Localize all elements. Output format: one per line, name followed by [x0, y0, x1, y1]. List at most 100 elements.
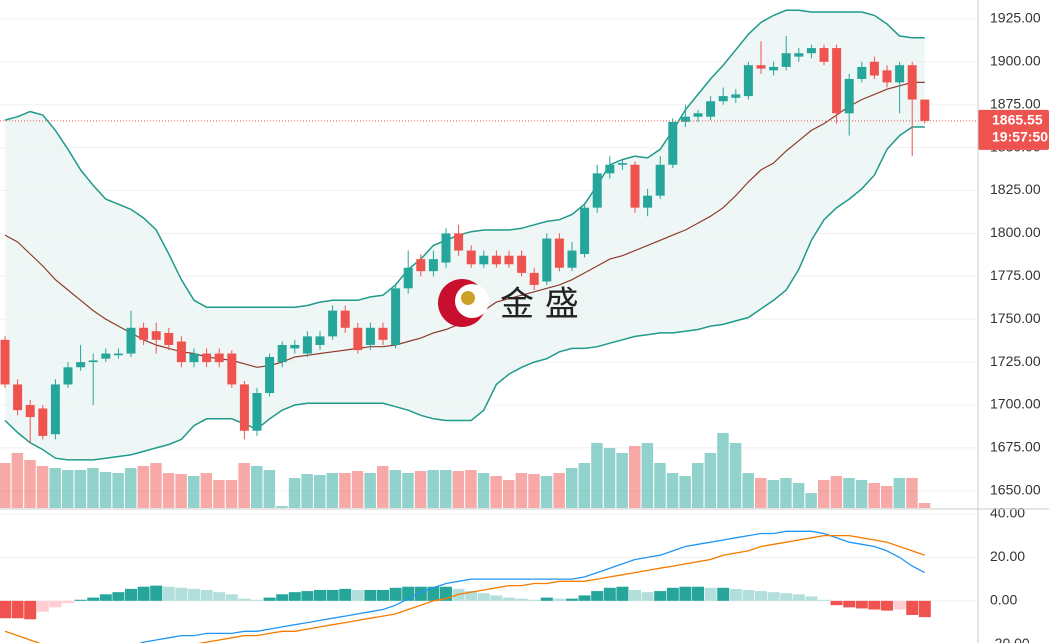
candle-body [542, 238, 552, 282]
candle-body [819, 48, 829, 62]
volume-bar [767, 480, 780, 508]
y-tick-label: 1750.00 [990, 310, 1041, 326]
volume-bar [704, 453, 717, 508]
candle-body [718, 96, 728, 102]
histogram-bar [704, 587, 717, 601]
y-tick-label: 1925.00 [990, 10, 1041, 26]
histogram-bar [414, 586, 427, 601]
watermark: 金 盛 [438, 279, 579, 327]
candle-body [302, 336, 312, 354]
histogram-bar [591, 591, 604, 601]
candle-body [176, 341, 186, 363]
histogram-bar [137, 586, 150, 601]
volume-bar [339, 473, 351, 508]
volume-bar [603, 448, 616, 508]
candle-body [441, 233, 451, 263]
volume-bar [540, 476, 553, 508]
histogram-bar [99, 594, 112, 601]
histogram-bar [477, 593, 490, 601]
candle-body [479, 255, 489, 265]
candle-body [617, 163, 627, 165]
histogram-bar [389, 587, 402, 601]
candle-body [328, 310, 338, 337]
candle-body [680, 116, 690, 122]
histogram-bar [351, 589, 364, 601]
candle-body [113, 353, 123, 356]
histogram-bar [906, 600, 919, 615]
histogram-bar [767, 592, 780, 601]
candle-body [554, 238, 564, 268]
histogram-bar [742, 589, 755, 601]
candle-body [693, 113, 703, 117]
histogram-bar [377, 589, 389, 601]
candle-body [756, 65, 766, 69]
candle-body [391, 288, 401, 345]
volume-bar [188, 476, 200, 508]
volume-bar [427, 470, 439, 508]
candle-body [769, 66, 779, 71]
axis: 1650.00 1675.00 1700.00 1725.00 1750.00 1775.… [978, 10, 1049, 643]
histogram-bar [780, 593, 793, 601]
candle-body [491, 255, 501, 265]
histogram-bar [314, 589, 326, 601]
y-tick-label: 20.00 [990, 548, 1025, 564]
candle-body [895, 65, 905, 83]
volume-bar [162, 473, 175, 508]
volume-bar [855, 480, 868, 508]
candle-body [164, 332, 174, 345]
volume-bar [755, 478, 767, 508]
histogram-bar [364, 589, 377, 601]
histogram-bar [855, 600, 868, 609]
y-tick-label: 1700.00 [990, 396, 1041, 412]
histogram-bar [112, 592, 125, 601]
volume-bar [326, 473, 339, 508]
histogram-bar [49, 600, 62, 608]
volume-bar [830, 476, 843, 508]
candle-body [605, 164, 615, 174]
candle-body [50, 384, 60, 435]
candle-body [63, 367, 73, 385]
volume-bar [742, 473, 754, 508]
candle-body [844, 78, 854, 114]
volume-bar [868, 483, 880, 508]
candle-body [378, 327, 388, 340]
y-tick-label: 40.00 [990, 505, 1025, 521]
candle-body [416, 259, 426, 272]
histogram-bar [666, 587, 679, 601]
candle-body [365, 327, 375, 345]
histogram-bar [843, 600, 856, 608]
candle-body [101, 353, 111, 359]
histogram-bar [654, 591, 667, 601]
volume-bar [301, 474, 313, 508]
candle-body [794, 53, 804, 57]
histogram-bar [288, 592, 301, 601]
volume-bar [629, 446, 641, 508]
candle-body [227, 353, 237, 385]
volume-bar [578, 463, 591, 508]
volume-bar [175, 474, 187, 508]
candle-body [340, 310, 350, 328]
volume-bar [528, 474, 540, 508]
volume-bar [49, 468, 61, 508]
histogram-bar [213, 592, 226, 601]
volume-bar [692, 463, 704, 508]
candle-body [781, 53, 791, 67]
candle-body [731, 94, 741, 98]
volume-bar [389, 470, 402, 508]
histogram-bar [553, 598, 566, 601]
volume-bar [503, 480, 515, 508]
histogram-bar [62, 600, 74, 604]
histogram-bar [11, 600, 24, 619]
candle-body [0, 339, 10, 385]
candle-body [353, 327, 363, 351]
candle-body [832, 48, 842, 114]
y-tick-label: 1825.00 [990, 181, 1041, 197]
histogram-bar [616, 586, 629, 601]
candle-body [13, 384, 23, 411]
candle-body [265, 356, 275, 394]
price-panel: 金 盛 [0, 9, 978, 508]
histogram-bar [200, 589, 213, 601]
histogram-bar [125, 588, 137, 601]
volume-bar [263, 470, 276, 508]
